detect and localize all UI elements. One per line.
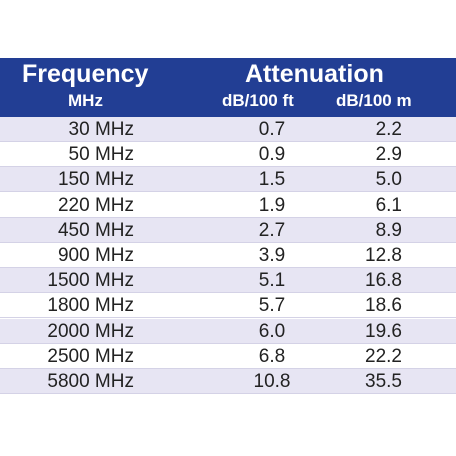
attenuation-ft-cell: 2.7: [258, 219, 286, 241]
attenuation-m-cell: 5.0: [375, 169, 402, 191]
table-row: 2000 MHz 6.0 19.6: [0, 318, 456, 344]
table-row: 900 MHz 3.9 12.8: [0, 243, 456, 268]
table-row: 150 MHz 1.5 5.0: [0, 167, 456, 193]
attenuation-m-cell: 8.9: [375, 219, 402, 241]
frequency-cell: 5800 MHz: [47, 371, 134, 392]
attenuation-m-cell: 19.6: [365, 320, 402, 342]
attenuation-ft-cell: 5.7: [258, 295, 286, 317]
column-heading: dB/100 ft: [222, 91, 294, 110]
attenuation-m-cell: 16.8: [365, 270, 402, 292]
attenuation-ft-cell: 0.9: [258, 144, 286, 166]
attenuation-ft-cell: 5.1: [258, 270, 286, 292]
frequency-unit: MHz: [68, 91, 103, 110]
attenuation-ft-cell: 6.0: [258, 320, 286, 342]
attenuation-ft-cell: 6.8: [258, 345, 286, 367]
frequency-cell: 900 MHz: [57, 245, 134, 266]
attenuation-ft-cell: 3.9: [258, 245, 286, 266]
column-heading: dB/100 m: [336, 91, 412, 110]
attenuation-heading: Attenuation: [245, 60, 384, 88]
frequency-cell: 1500 MHz: [47, 270, 134, 292]
frequency-cell: 30 MHz: [68, 119, 134, 140]
table-header: Frequency MHz Attenuation dB/100 ft dB/1…: [0, 58, 456, 117]
frequency-cell: 1800 MHz: [47, 295, 134, 317]
table-row: 30 MHz 0.7 2.2: [0, 117, 456, 142]
attenuation-m-cell: 22.2: [365, 345, 402, 367]
attenuation-ft-cell: 1.9: [258, 194, 286, 216]
attenuation-m-cell: 6.1: [375, 194, 402, 216]
attenuation-ft-cell: 10.8: [253, 371, 291, 392]
table-row: 50 MHz 0.9 2.9: [0, 142, 456, 168]
table-row: 2500 MHz 6.8 22.2: [0, 343, 456, 369]
frequency-cell: 220 MHz: [57, 194, 134, 216]
frequency-cell: 2000 MHz: [47, 320, 134, 342]
table-row: 220 MHz 1.9 6.1: [0, 192, 456, 218]
frequency-heading: Frequency: [22, 60, 149, 88]
table-row: 450 MHz 2.7 8.9: [0, 217, 456, 243]
attenuation-m-cell: 2.2: [375, 119, 402, 140]
frequency-cell: 50 MHz: [68, 144, 134, 166]
frequency-cell: 150 MHz: [57, 169, 134, 191]
attenuation-m-cell: 18.6: [365, 295, 402, 317]
attenuation-m-cell: 12.8: [365, 245, 402, 266]
frequency-cell: 450 MHz: [57, 219, 134, 241]
table-row: 5800 MHz 10.8 35.5: [0, 369, 456, 394]
table-row: 1800 MHz 5.7 18.6: [0, 293, 456, 319]
attenuation-ft-cell: 0.7: [258, 119, 286, 140]
attenuation-ft-cell: 1.5: [258, 169, 286, 191]
attenuation-m-cell: 2.9: [375, 144, 402, 166]
table-row: 1500 MHz 5.1 16.8: [0, 268, 456, 294]
attenuation-m-cell: 35.5: [365, 371, 402, 392]
frequency-cell: 2500 MHz: [47, 345, 134, 367]
